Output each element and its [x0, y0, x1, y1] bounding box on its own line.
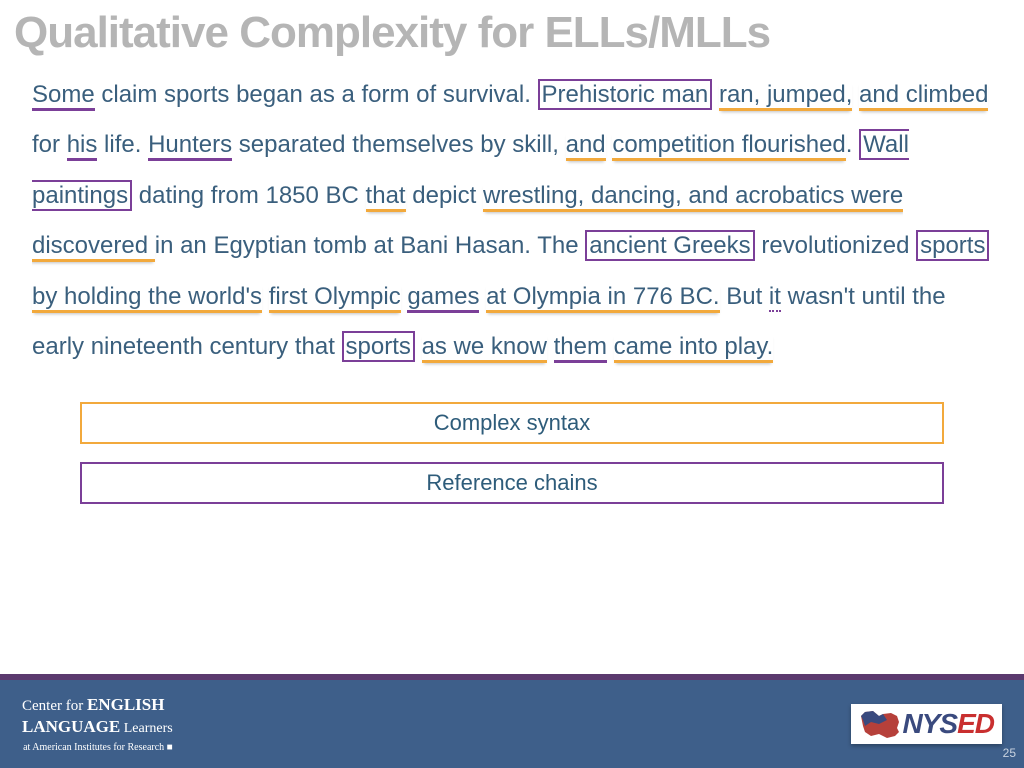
cell-logo: Center for ENGLISH LANGUAGE Learners at …: [22, 694, 173, 754]
plain-span: But: [720, 283, 769, 310]
nysed-nys: NYS: [903, 708, 958, 739]
plain-span: depict: [406, 182, 483, 209]
legend-box: Reference chains: [80, 462, 944, 504]
plain-span: dating from 1850 BC: [132, 182, 365, 209]
plain-span: revolutionized: [755, 232, 916, 259]
annotated-span: ran, jumped,: [719, 81, 852, 111]
nysed-ed: ED: [957, 708, 994, 739]
annotated-span: and climbed: [859, 81, 988, 111]
plain-span: separated themselves by skill,: [232, 131, 565, 158]
annotated-span: games: [407, 283, 479, 313]
annotated-span: competition flourished: [612, 131, 845, 161]
annotated-span: his: [67, 131, 98, 161]
ny-state-icon: [859, 708, 901, 740]
slide-title: Qualitative Complexity for ELLs/MLLs: [0, 0, 1024, 62]
annotated-span: Some: [32, 81, 95, 111]
annotated-span: by holding the world's: [32, 283, 262, 313]
annotated-span: Prehistoric man: [538, 79, 713, 110]
plain-span: life.: [97, 131, 148, 158]
cell-line2a: LANGUAGE: [22, 717, 120, 736]
annotated-span: them: [554, 333, 607, 363]
cell-sub: at American Institutes for Research ■: [22, 742, 173, 755]
passage-text: Some claim sports began as a form of sur…: [0, 62, 1024, 372]
annotated-span: sports: [342, 331, 415, 362]
plain-span: [712, 81, 719, 108]
legend-box: Complex syntax: [80, 402, 944, 444]
annotated-span: ancient Greeks: [585, 230, 754, 261]
plain-span: in an Egyptian tomb at Bani Hasan. The: [155, 232, 586, 259]
annotated-span: it: [769, 283, 781, 312]
plain-span: [262, 283, 269, 310]
plain-span: .: [846, 131, 859, 158]
annotated-span: sports: [916, 230, 989, 261]
plain-span: [547, 333, 554, 360]
footer-bar: Center for ENGLISH LANGUAGE Learners at …: [0, 680, 1024, 768]
plain-span: [607, 333, 614, 360]
annotated-span: and: [566, 131, 606, 161]
legend-area: Complex syntax Reference chains: [0, 372, 1024, 522]
annotated-span: that: [366, 182, 406, 212]
annotated-span: Hunters: [148, 131, 232, 161]
plain-span: [415, 333, 422, 360]
plain-span: for: [32, 131, 67, 158]
footer-stripe: [0, 674, 1024, 680]
page-number: 25: [1003, 746, 1016, 760]
cell-line2b: Learners: [120, 721, 172, 736]
annotated-span: came into play.: [614, 333, 774, 363]
annotated-span: as we know: [422, 333, 547, 363]
cell-line1b: ENGLISH: [87, 695, 164, 714]
nysed-logo: NYSED: [851, 704, 1002, 744]
cell-line1a: Center for: [22, 698, 87, 714]
plain-span: claim sports began as a form of survival…: [95, 81, 538, 108]
annotated-span: first Olympic: [269, 283, 401, 313]
annotated-span: at Olympia in 776 BC.: [486, 283, 719, 313]
